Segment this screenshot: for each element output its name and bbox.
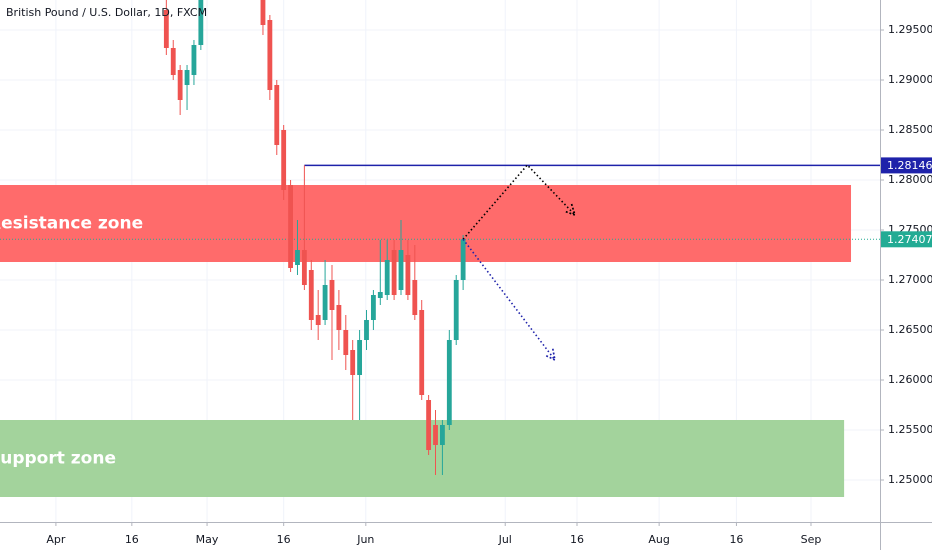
- candle-body: [460, 239, 466, 280]
- y-tick-label: 1.29500: [888, 23, 932, 36]
- candle-body: [426, 400, 432, 450]
- projection-path: [462, 238, 555, 360]
- candle-body: [267, 20, 273, 90]
- candle-body: [336, 305, 342, 330]
- zone: [0, 185, 852, 262]
- candle-body: [440, 425, 445, 445]
- y-tick-label: 1.28500: [888, 123, 932, 136]
- candle-body: [198, 0, 204, 45]
- zone: [0, 420, 845, 497]
- last-price-label-box: [881, 231, 932, 248]
- candle-body: [377, 292, 383, 298]
- candle-body: [370, 295, 376, 320]
- level-label-box: [881, 157, 932, 174]
- zone-label: Resistance zone: [0, 214, 143, 234]
- x-tick-label: Sep: [801, 533, 822, 546]
- candle-body: [343, 330, 349, 355]
- zone-label: Support zone: [0, 449, 116, 469]
- y-tick-label: 1.27000: [888, 273, 932, 286]
- candle-body: [308, 270, 314, 320]
- x-tick-label: 16: [277, 533, 291, 546]
- chart-title: British Pound / U.S. Dollar, 1D, FXCM: [6, 6, 207, 19]
- candle-body: [170, 48, 176, 75]
- candle-body: [419, 310, 425, 395]
- candle-body: [163, 10, 169, 48]
- x-tick-label: 16: [729, 533, 743, 546]
- candle-body: [405, 255, 411, 295]
- candle-body: [446, 340, 452, 425]
- y-tick-label: 1.26500: [888, 323, 932, 336]
- candle-body: [453, 280, 459, 340]
- y-tick-label: 1.25500: [888, 423, 932, 436]
- candle-body: [295, 250, 300, 265]
- x-tick-label: May: [196, 533, 219, 546]
- projection-path: [462, 163, 575, 240]
- candle-body: [274, 85, 280, 145]
- y-tick-label: 1.26000: [888, 373, 932, 386]
- candle-body: [364, 320, 369, 340]
- candle-body: [177, 70, 183, 100]
- x-tick-label: 16: [570, 533, 584, 546]
- x-tick-label: 16: [125, 533, 139, 546]
- x-tick-label: Jul: [498, 533, 512, 546]
- last-price-label: 1.27407: [887, 233, 932, 246]
- candle-body: [322, 285, 328, 320]
- candle-body: [260, 0, 266, 25]
- candle-body: [281, 130, 287, 190]
- y-tick-label: 1.28000: [888, 173, 932, 186]
- candle-body: [384, 260, 390, 295]
- candle-body: [191, 45, 197, 75]
- level-label: 1.28146: [887, 159, 932, 172]
- candle-body: [329, 280, 335, 310]
- x-tick-label: Apr: [46, 533, 66, 546]
- plot-area: Resistance zone Support zone: [0, 0, 880, 497]
- axes: 1.250001.255001.260001.265001.270001.275…: [46, 23, 932, 546]
- y-tick-label: 1.25000: [888, 473, 932, 486]
- candle-body: [433, 425, 438, 445]
- x-tick-label: Jun: [356, 533, 374, 546]
- candle-body: [350, 350, 356, 375]
- candle-body: [301, 250, 307, 285]
- candle-body: [357, 340, 363, 375]
- x-tick-label: Aug: [648, 533, 669, 546]
- y-tick-label: 1.29000: [888, 73, 932, 86]
- candle-body: [412, 280, 418, 315]
- candle-body: [288, 185, 293, 268]
- candle-body: [184, 70, 190, 85]
- candle-body: [398, 250, 404, 290]
- candle-body: [391, 250, 397, 295]
- candle-body: [315, 315, 321, 325]
